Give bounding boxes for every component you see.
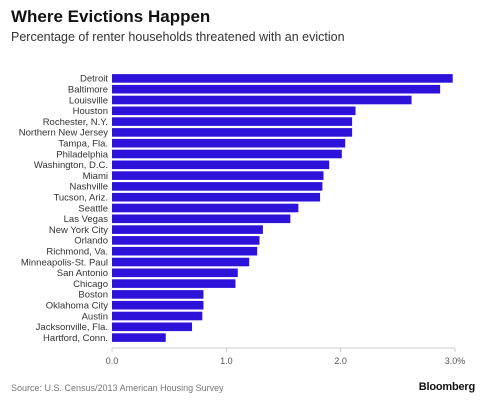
bar	[112, 279, 236, 288]
bar	[112, 322, 193, 332]
bar	[112, 149, 342, 159]
bar	[112, 160, 330, 170]
bar	[112, 268, 238, 278]
bar	[112, 128, 353, 137]
category-label: Richmond, Va.	[46, 247, 108, 258]
bar	[112, 225, 263, 234]
bar	[112, 117, 353, 126]
category-label: Austin	[82, 311, 108, 322]
bar	[112, 214, 291, 224]
category-label: Rochester, N.Y.	[43, 117, 108, 128]
x-tick-label: 2.0	[334, 356, 347, 366]
bar	[112, 84, 441, 94]
category-label: San Antonio	[57, 268, 108, 279]
chart-subtitle: Percentage of renter households threaten…	[11, 30, 345, 44]
category-label: Orlando	[74, 236, 108, 247]
bar	[112, 74, 453, 83]
bloomberg-logo: Bloomberg	[418, 381, 475, 393]
bar	[112, 192, 321, 202]
bar	[112, 236, 260, 245]
bar	[112, 311, 203, 321]
category-label: Chicago	[73, 279, 108, 290]
category-label: Detroit	[80, 74, 108, 85]
bar	[112, 246, 258, 256]
bar	[112, 300, 204, 310]
category-label: Philadelphia	[56, 149, 108, 160]
category-label: Washington, D.C.	[34, 160, 108, 171]
category-label: Louisville	[69, 95, 108, 106]
category-label: New York City	[49, 225, 108, 236]
bar	[112, 290, 204, 299]
bar	[112, 106, 356, 116]
bar	[112, 138, 346, 148]
category-label: Seattle	[78, 203, 108, 214]
category-label: Northern New Jersey	[19, 128, 108, 139]
x-tick-label: 3.0%	[445, 356, 466, 366]
category-label: Houston	[73, 106, 108, 117]
category-label: Hartford, Conn.	[43, 333, 108, 344]
bar	[112, 333, 166, 342]
category-label: Tampa, Fla.	[58, 139, 108, 150]
category-label: Baltimore	[68, 85, 108, 96]
source-note: Source: U.S. Census/2013 American Housin…	[11, 383, 224, 393]
category-label: Nashville	[69, 182, 108, 193]
x-tick-label: 1.0	[220, 356, 233, 366]
bar	[112, 203, 299, 213]
bar	[112, 95, 412, 105]
bar	[112, 182, 323, 191]
category-label: Oklahoma City	[46, 301, 109, 312]
chart-title: Where Evictions Happen	[11, 7, 211, 26]
x-tick-label: 0.0	[106, 356, 119, 366]
category-label: Boston	[78, 290, 108, 301]
category-label: Jacksonville, Fla.	[36, 322, 108, 333]
bar	[112, 257, 250, 267]
category-label: Miami	[83, 171, 108, 182]
category-label: Minneapolis-St. Paul	[21, 257, 108, 268]
category-label: Tucson, Ariz.	[53, 193, 108, 204]
category-label: Las Vegas	[64, 214, 109, 225]
bar	[112, 171, 324, 180]
